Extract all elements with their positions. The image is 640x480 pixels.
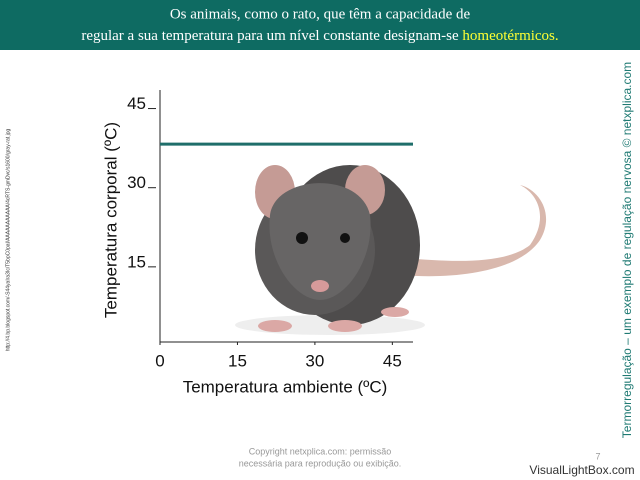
watermark: VisualLightBox.com bbox=[529, 463, 634, 477]
copyright: Copyright netxplica.com: permissão bbox=[249, 446, 392, 456]
side-title: Termorregulação – um exemplo de regulaçã… bbox=[620, 62, 634, 438]
y-axis-label: Temperatura corporal (ºC) bbox=[101, 122, 120, 318]
source-url: http://4.bp.blogspot.com/-S44yaIra3Ic/T5… bbox=[5, 129, 11, 352]
y-tick-label: 45 bbox=[127, 94, 146, 113]
x-axis-label: Temperatura ambiente (ºC) bbox=[183, 377, 388, 396]
x-tick-label: 15 bbox=[228, 351, 247, 370]
watermark-bg bbox=[524, 462, 640, 480]
header-text: regular a sua temperatura para um nível … bbox=[81, 28, 459, 44]
page-number: 7 bbox=[595, 451, 600, 461]
y-tick-label: 30 bbox=[127, 173, 146, 192]
copyright: necessária para reprodução ou exibição. bbox=[239, 458, 402, 468]
rat-illustration bbox=[235, 165, 547, 335]
y-tick-label: 15 bbox=[127, 252, 146, 271]
x-tick-label: 45 bbox=[383, 351, 402, 370]
header-band bbox=[0, 0, 640, 50]
header-highlight: homeotérmicos. bbox=[462, 28, 558, 44]
x-tick-label: 30 bbox=[305, 351, 324, 370]
header-line: regular a sua temperatura para um nível … bbox=[81, 28, 558, 44]
header-line: Os animais, como o rato, que têm a capac… bbox=[170, 6, 471, 22]
x-tick-label: 0 bbox=[155, 351, 164, 370]
